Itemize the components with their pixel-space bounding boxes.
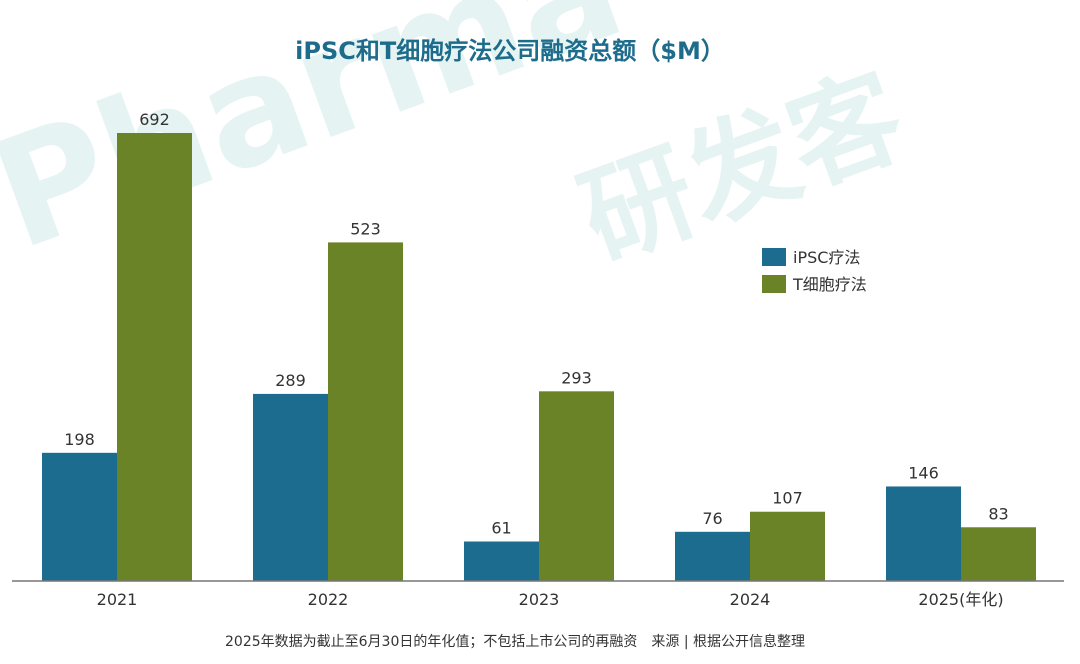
bar-tcell-0 [117,133,192,581]
legend-swatch-tcell [762,275,786,293]
value-label-tcell-4: 83 [988,504,1008,523]
value-label-ipsc-4: 146 [908,463,939,482]
value-labels: 198 692 289 523 61 293 76 107 146 83 [64,110,1008,538]
bar-ipsc-3 [675,531,750,581]
x-tick-label-4: 2025(年化) [918,590,1003,609]
bar-ipsc-2 [464,541,539,581]
bar-tcell-1 [328,242,403,581]
x-tick-label-2: 2023 [519,590,560,609]
bar-tcell-2 [539,391,614,581]
value-label-ipsc-3: 76 [702,509,722,528]
value-label-ipsc-1: 289 [275,371,306,390]
bar-tcell-3 [750,511,825,581]
x-tick-label-3: 2024 [730,590,771,609]
x-tick-label-0: 2021 [97,590,138,609]
x-tick-label-1: 2022 [308,590,349,609]
legend-label-ipsc: iPSC疗法 [793,248,860,267]
bar-ipsc-0 [42,452,117,581]
value-label-tcell-0: 692 [139,110,170,129]
legend-label-tcell: T细胞疗法 [792,275,867,294]
value-label-tcell-3: 107 [772,489,803,508]
value-label-ipsc-2: 61 [491,519,511,538]
chart-title: iPSC和T细胞疗法公司融资总额（$M） [295,37,725,65]
x-axis-tick-labels: 2021 2022 2023 2024 2025(年化) [97,590,1004,609]
bar-tcell-4 [961,527,1036,581]
footnote: 2025年数据为截止至6月30日的年化值；不包括上市公司的再融资 来源 | 根据… [225,633,805,650]
bar-ipsc-1 [253,393,328,581]
value-label-tcell-2: 293 [561,368,592,387]
bar-ipsc-4 [886,486,961,581]
value-label-tcell-1: 523 [350,219,381,238]
legend: iPSC疗法 T细胞疗法 [762,248,867,294]
watermark-text-b: 研发客 [565,51,919,284]
value-label-ipsc-0: 198 [64,430,95,449]
bars [42,133,1036,581]
legend-swatch-ipsc [762,248,786,266]
